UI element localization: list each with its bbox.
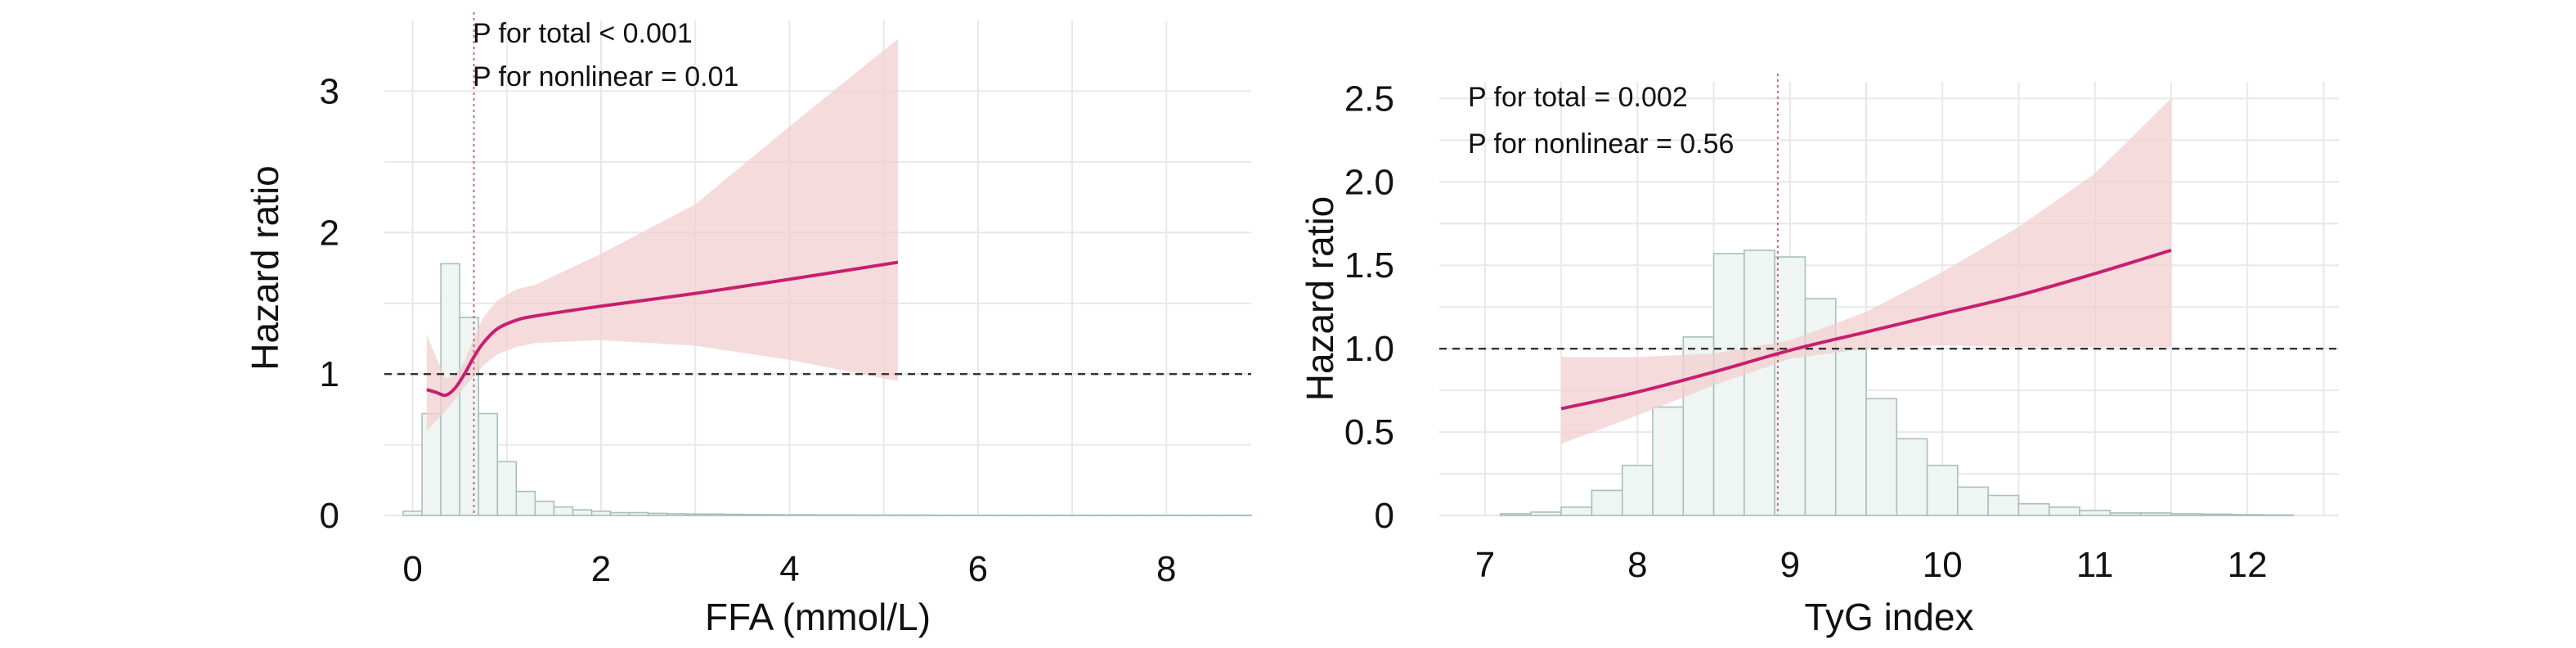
x-tick-label: 0 [402,549,422,589]
histogram-bar [1137,514,1158,516]
histogram-bar [703,513,725,516]
histogram-bar [2139,512,2172,516]
y-axis-title: Hazard ratio [244,165,286,371]
histogram-bar [2048,506,2080,516]
y-tick-label: 3 [320,71,339,111]
histogram-bar [1005,514,1026,516]
histogram-bar [1194,514,1214,516]
histogram-bar [590,511,612,516]
histogram-bar [1591,489,1623,516]
p-value-annotation: P for nonlinear = 0.56 [1468,128,1734,160]
histogram-bar [1652,406,1685,516]
histogram-bar [986,514,1008,516]
histogram-bar [1499,513,1532,516]
histogram-bar [1530,511,1562,516]
p-value-annotation: P for nonlinear = 0.01 [473,61,738,92]
y-tick-label: 1.5 [1344,245,1394,286]
histogram-bar [1175,514,1196,516]
y-tick-label: 1.0 [1344,329,1394,369]
x-tick-label: 10 [1923,545,1963,585]
histogram-bar [572,509,593,516]
y-tick-label: 1 [320,354,339,394]
histogram-bar [967,514,989,516]
histogram-bar [2109,512,2142,516]
histogram-bar [2170,513,2203,516]
x-tick-label: 4 [779,549,799,589]
x-tick-label: 8 [1627,545,1647,585]
hazard-ratio-curve [1560,248,2172,411]
confidence-band [426,38,898,431]
histogram-bar [684,513,706,516]
histogram-bar [2079,510,2112,516]
x-tick-label: 12 [2228,545,2268,585]
histogram-bar [1744,250,1775,516]
x-axis-title: FFA (mmol/L) [705,596,931,638]
histogram-bar [1926,465,1959,516]
y-tick-label: 0 [1375,496,1394,536]
histogram-bar [1118,514,1139,516]
histogram-bar [402,511,423,516]
y-tick-label: 2.5 [1344,79,1394,119]
x-tick-label: 2 [591,549,611,589]
histogram-bar [1987,494,2020,516]
histogram-bar [515,490,536,516]
histogram-bar [1213,514,1233,516]
histogram-bar [628,511,649,516]
histogram-bar [930,514,951,516]
histogram-bar [1080,514,1102,516]
histogram-bar [949,514,970,516]
histogram-bar [1560,506,1593,516]
histogram-bar [1834,348,1867,516]
x-tick-label: 7 [1475,545,1495,585]
histogram-bar [2201,513,2233,516]
histogram-bar [1774,256,1806,516]
histogram-bar [1024,514,1045,516]
histogram-bar [534,500,555,516]
histogram-bar [1957,486,1989,516]
x-tick-label: 9 [1780,545,1800,585]
histogram-bar [553,506,574,516]
panel-tyg: 0 0.5 1.0 1.5 2.0 2.5 7 8 9 10 11 12 TyG index Hazard… [1299,74,2339,638]
histogram-bar [1712,253,1745,516]
confidence-band [1561,98,2171,444]
histogram-bar [421,412,442,516]
panel-ffa: 0 1 2 3 0 2 4 6 8 FFA (mmol/L) Hazard ratio P for t… [244,12,1252,638]
histogram-bar [1896,438,1928,516]
x-tick-label: 6 [968,549,988,589]
p-value-annotation: P for total < 0.001 [473,18,693,49]
y-tick-label: 0.5 [1344,412,1394,452]
histogram-bar [1232,514,1252,516]
histogram-bar [2017,502,2050,516]
y-tick-label: 0 [320,496,339,536]
x-tick-label: 8 [1156,549,1176,589]
x-axis-title: TyG index [1804,596,1973,638]
histogram-bar [1621,465,1654,516]
histogram-bar [496,461,518,516]
histogram-bar [478,412,499,516]
histogram-bar [666,513,687,516]
histogram-bar [1865,398,1898,516]
x-tick-label: 11 [2076,545,2114,585]
histogram-bar [647,512,668,516]
histogram-bar [1156,514,1177,516]
histogram-bar [609,511,631,516]
hazard-ratio-curve [426,260,899,398]
histogram-bar [1099,514,1120,516]
y-axis-title: Hazard ratio [1299,196,1341,402]
y-tick-label: 2 [320,213,339,253]
y-tick-label: 2.0 [1344,162,1394,202]
p-value-annotation: P for total = 0.002 [1468,82,1688,113]
histogram-bar [1061,514,1083,516]
histogram-bar [1043,514,1064,516]
